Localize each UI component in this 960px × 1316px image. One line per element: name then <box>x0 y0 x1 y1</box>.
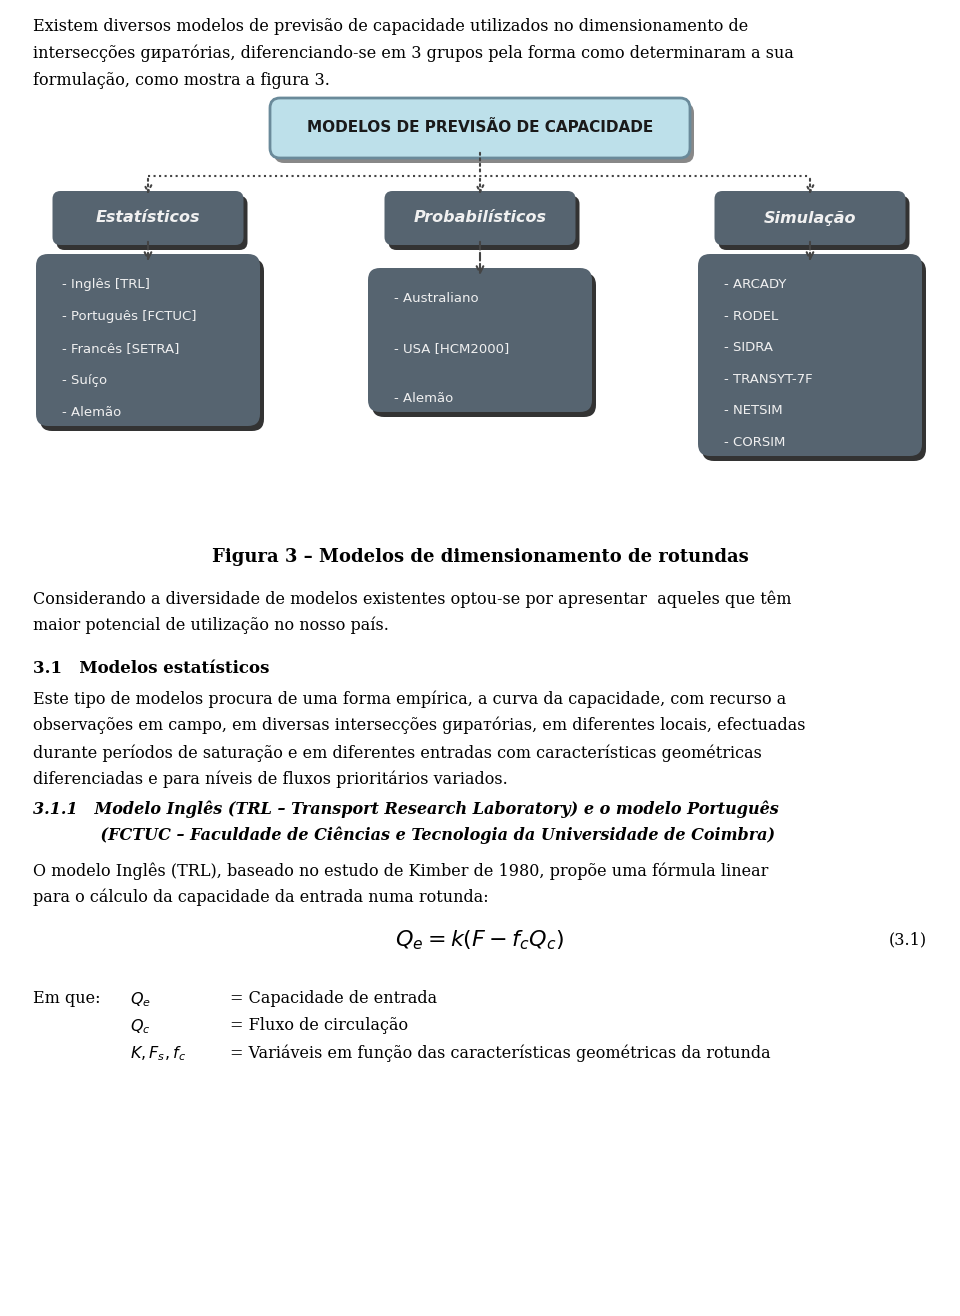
Text: Figura 3 – Modelos de dimensionamento de rotundas: Figura 3 – Modelos de dimensionamento de… <box>211 547 749 566</box>
Text: 3.1.1   Modelo Inglês (TRL – Transport Research Laboratory) e o modelo Português: 3.1.1 Modelo Inglês (TRL – Transport Res… <box>33 800 779 817</box>
Text: $K,F_s,f_c$: $K,F_s,f_c$ <box>130 1044 186 1063</box>
FancyBboxPatch shape <box>718 196 909 250</box>
Text: - SIDRA: - SIDRA <box>724 341 773 354</box>
FancyBboxPatch shape <box>270 97 690 158</box>
Text: - Suíço: - Suíço <box>62 374 108 387</box>
Text: O modelo Inglês (TRL), baseado no estudo de Kimber de 1980, propõe uma fórmula l: O modelo Inglês (TRL), baseado no estudo… <box>33 862 768 879</box>
FancyBboxPatch shape <box>385 191 575 245</box>
Text: formulação, como mostra a figura 3.: formulação, como mostra a figura 3. <box>33 72 330 89</box>
FancyBboxPatch shape <box>698 254 922 457</box>
Text: - ARCADY: - ARCADY <box>724 278 786 291</box>
Text: - RODEL: - RODEL <box>724 309 779 322</box>
FancyBboxPatch shape <box>53 191 244 245</box>
Text: MODELOS DE PREVISÃO DE CAPACIDADE: MODELOS DE PREVISÃO DE CAPACIDADE <box>307 121 653 136</box>
Text: Considerando a diversidade de modelos existentes optou-se por apresentar  aquele: Considerando a diversidade de modelos ex… <box>33 590 791 608</box>
Text: observações em campo, em diversas intersecções gиратórias, em diferentes locais,: observações em campo, em diversas inters… <box>33 717 805 734</box>
FancyBboxPatch shape <box>389 196 580 250</box>
Text: - NETSIM: - NETSIM <box>724 404 782 417</box>
Text: = Variáveis em função das características geométricas da rotunda: = Variáveis em função das característica… <box>230 1044 771 1062</box>
Text: - Alemão: - Alemão <box>394 392 453 405</box>
Text: - Alemão: - Alemão <box>62 407 121 418</box>
Text: Em que:: Em que: <box>33 990 101 1007</box>
Text: Probabilísticos: Probabilísticos <box>414 211 546 225</box>
Text: maior potencial de utilização no nosso país.: maior potencial de utilização no nosso p… <box>33 617 389 634</box>
Text: para o cálculo da capacidade da entrada numa rotunda:: para o cálculo da capacidade da entrada … <box>33 890 489 907</box>
Text: Simulação: Simulação <box>764 211 856 225</box>
Text: Estatísticos: Estatísticos <box>96 211 201 225</box>
FancyBboxPatch shape <box>40 259 264 432</box>
Text: - USA [HCM2000]: - USA [HCM2000] <box>394 342 509 355</box>
Text: - Inglês [TRL]: - Inglês [TRL] <box>62 278 150 291</box>
Text: - CORSIM: - CORSIM <box>724 436 785 449</box>
Text: - Australiano: - Australiano <box>394 292 479 305</box>
Text: 3.1   Modelos estatísticos: 3.1 Modelos estatísticos <box>33 661 270 676</box>
Text: $Q_e = k\left(F - f_c Q_c\right)$: $Q_e = k\left(F - f_c Q_c\right)$ <box>396 928 564 951</box>
Text: - Português [FCTUC]: - Português [FCTUC] <box>62 311 197 322</box>
Text: (3.1): (3.1) <box>889 932 927 949</box>
Text: - TRANSYT-7F: - TRANSYT-7F <box>724 372 812 386</box>
Text: Este tipo de modelos procura de uma forma empírica, a curva da capacidade, com r: Este tipo de modelos procura de uma form… <box>33 690 786 708</box>
Text: (FCTUC – Faculdade de Ciências e Tecnologia da Universidade de Coimbra): (FCTUC – Faculdade de Ciências e Tecnolo… <box>33 826 775 845</box>
FancyBboxPatch shape <box>702 259 926 461</box>
FancyBboxPatch shape <box>368 268 592 412</box>
Text: - Francês [SETRA]: - Francês [SETRA] <box>62 342 180 355</box>
Text: Existem diversos modelos de previsão de capacidade utilizados no dimensionamento: Existem diversos modelos de previsão de … <box>33 18 748 36</box>
FancyBboxPatch shape <box>714 191 905 245</box>
Text: intersecções gиратórias, diferenciando-se em 3 grupos pela forma como determinar: intersecções gиратórias, diferenciando-s… <box>33 45 794 62</box>
Text: diferenciadas e para níveis de fluxos prioritários variados.: diferenciadas e para níveis de fluxos pr… <box>33 771 508 788</box>
Text: $Q_e$: $Q_e$ <box>130 990 151 1008</box>
Text: = Fluxo de circulação: = Fluxo de circulação <box>230 1017 408 1034</box>
FancyBboxPatch shape <box>274 103 694 163</box>
Text: = Capacidade de entrada: = Capacidade de entrada <box>230 990 437 1007</box>
Text: durante períodos de saturação e em diferentes entradas com características geomé: durante períodos de saturação e em difer… <box>33 744 762 762</box>
FancyBboxPatch shape <box>372 272 596 417</box>
Text: $Q_c$: $Q_c$ <box>130 1017 151 1036</box>
FancyBboxPatch shape <box>57 196 248 250</box>
FancyBboxPatch shape <box>36 254 260 426</box>
